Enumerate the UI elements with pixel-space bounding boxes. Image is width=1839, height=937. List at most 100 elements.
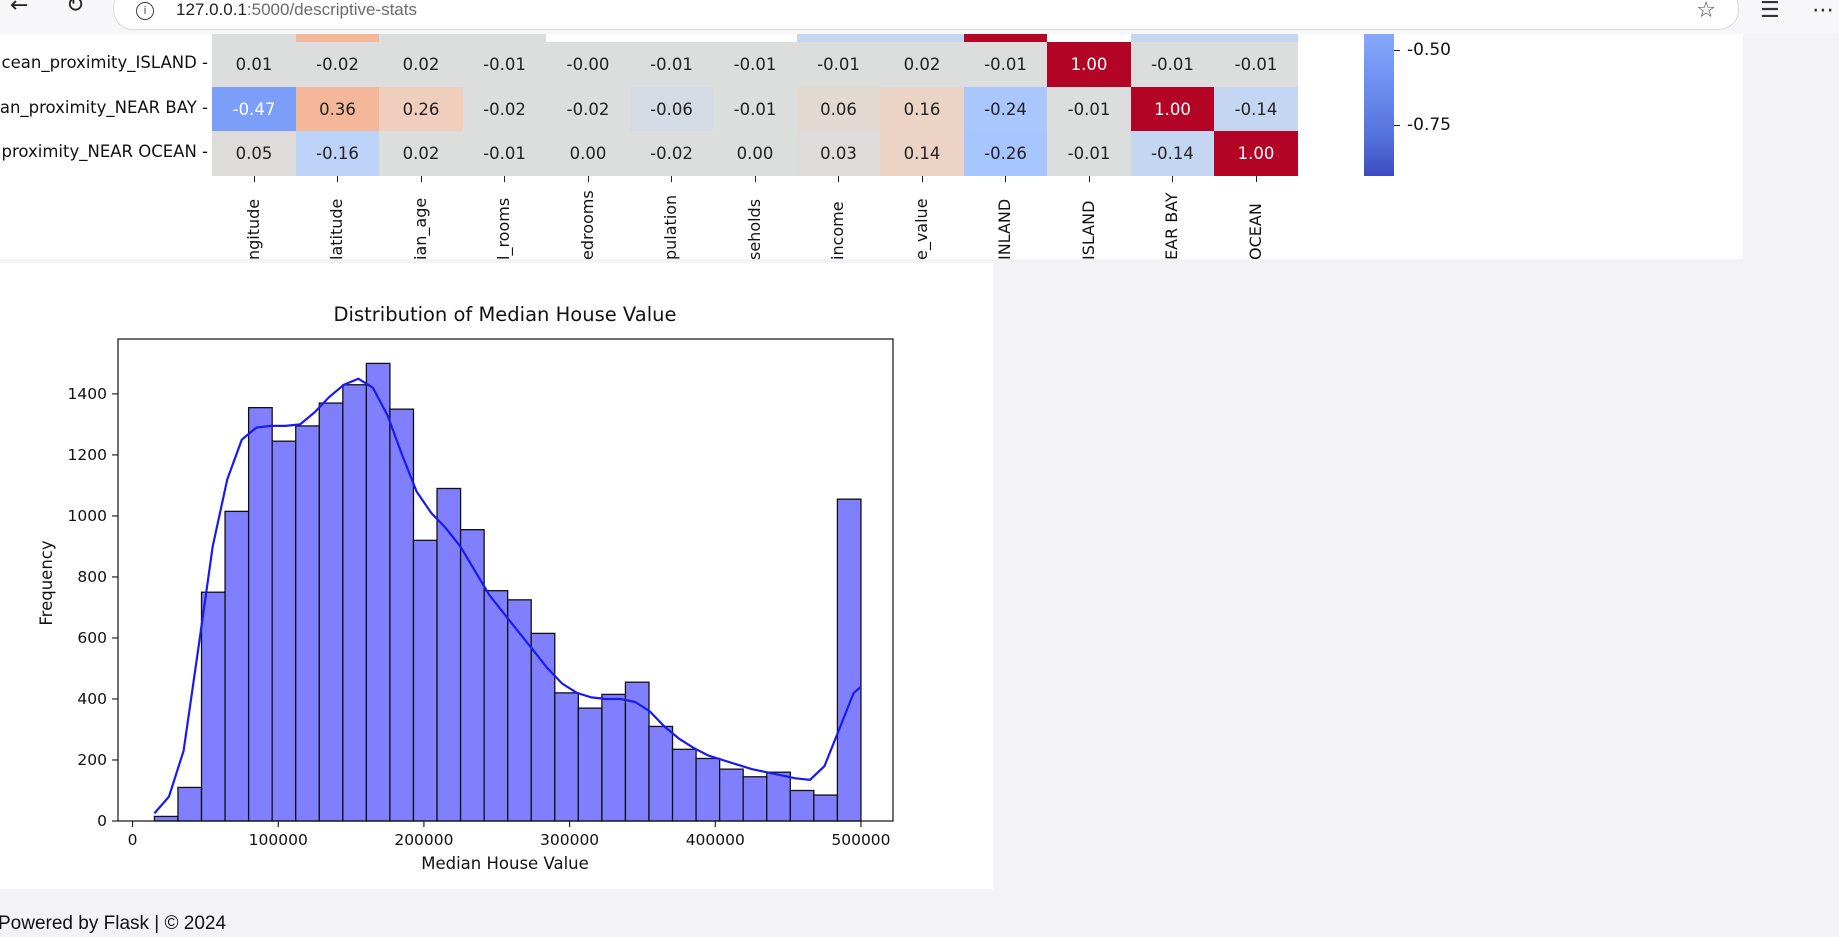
heatmap-x-tick — [587, 175, 589, 182]
heatmap-cell: -0.06 — [629, 86, 714, 132]
heatmap-colorbar — [1364, 34, 1394, 176]
x-tick-label: 300000 — [540, 831, 599, 849]
median-house-value-histogram: Distribution of Median House Value Media… — [37, 303, 894, 873]
colorbar-tick — [1394, 125, 1400, 126]
heatmap-cell: -0.01 — [1214, 42, 1298, 87]
histogram-bar — [577, 707, 603, 822]
x-tick-label: 0 — [128, 831, 138, 849]
heatmap-row-label: proximity_NEAR OCEAN - — [1, 142, 209, 161]
histogram-bar — [412, 539, 438, 822]
plot-frame — [117, 338, 894, 822]
heatmap-x-tick — [1255, 175, 1257, 182]
y-tick-label: 600 — [77, 629, 107, 647]
reload-icon[interactable]: ↻ — [66, 0, 85, 18]
heatmap-cell: 0.05 — [212, 131, 296, 176]
heatmap-row-label: cean_proximity_ISLAND - — [1, 53, 208, 72]
y-tick-label: 1400 — [68, 385, 107, 403]
x-axis-label: Median House Value — [421, 854, 589, 873]
heatmap-cell: 1.00 — [1130, 86, 1215, 132]
heatmap-x-tick — [504, 175, 506, 182]
histogram-bar — [766, 771, 791, 822]
heatmap-top-strip-cell — [1047, 34, 1131, 42]
back-arrow-icon[interactable]: ← — [10, 0, 29, 18]
histogram-bar — [718, 768, 744, 822]
heatmap-x-label: l_rooms — [494, 197, 514, 260]
heatmap-top-strip-cell — [1130, 34, 1215, 42]
histogram-bar — [365, 362, 391, 822]
heatmap-cell: 0.06 — [796, 86, 881, 132]
page-footer: Powered by Flask | © 2024 — [0, 913, 227, 934]
heatmap-cell: -0.14 — [1130, 131, 1215, 176]
heatmap-cell: -0.24 — [963, 86, 1048, 132]
heatmap-x-tick — [1172, 175, 1174, 182]
heatmap-cell: -0.00 — [546, 42, 630, 87]
site-info-icon[interactable]: i — [136, 2, 154, 20]
heatmap-x-tick — [671, 175, 673, 182]
heatmap-cell: -0.02 — [629, 131, 714, 176]
x-tick-label: 100000 — [249, 831, 308, 849]
heatmap-cell: 0.14 — [880, 131, 964, 176]
y-tick-label: 0 — [97, 812, 107, 830]
url-text[interactable]: 127.0.0.1:5000/descriptive-stats — [176, 0, 417, 20]
favorites-icon[interactable]: ☰ — [1760, 0, 1780, 23]
histogram-bar — [813, 794, 839, 822]
heatmap-top-strip-cell — [880, 34, 964, 42]
heatmap-x-tick — [754, 175, 756, 182]
histogram-bar — [459, 529, 485, 822]
x-tick-label: 200000 — [394, 831, 453, 849]
heatmap-x-tick — [337, 175, 339, 182]
heatmap-x-label: latitude — [327, 198, 347, 260]
heatmap-x-label: pulation — [661, 194, 681, 260]
histogram-panel: Distribution of Median House Value Media… — [0, 263, 993, 889]
heatmap-cell: -0.01 — [713, 42, 797, 87]
heatmap-cell: -0.01 — [462, 42, 547, 87]
heatmap-cell: -0.02 — [295, 42, 380, 87]
heatmap-cell: -0.01 — [713, 86, 797, 132]
more-options-icon[interactable]: ⋯ — [1812, 0, 1834, 23]
heatmap-cell: 1.00 — [1047, 42, 1131, 87]
heatmap-x-tick — [420, 175, 422, 182]
histogram-bar — [342, 384, 368, 822]
heatmap-cell: -0.16 — [295, 131, 380, 176]
histogram-bar — [836, 498, 862, 822]
heatmap-cell: -0.01 — [1130, 42, 1215, 87]
heatmap-cell: -0.01 — [963, 42, 1048, 87]
heatmap-x-label: edrooms — [577, 189, 597, 260]
heatmap-cell: -0.02 — [462, 86, 547, 132]
heatmap-cell: -0.01 — [1047, 131, 1131, 176]
heatmap-x-tick — [838, 175, 840, 182]
kde-line — [153, 377, 862, 815]
heatmap-x-label: EAR BAY — [1162, 191, 1182, 260]
histogram-bar — [295, 425, 320, 822]
heatmap-cell: 0.02 — [880, 42, 964, 87]
heatmap-cell: 0.02 — [379, 42, 463, 87]
histogram-bar — [483, 590, 509, 822]
heatmap-cell: -0.01 — [1047, 86, 1131, 132]
histogram-bar — [247, 406, 273, 822]
bookmark-star-icon[interactable]: ☆ — [1696, 0, 1716, 23]
heatmap-top-strip-cell — [212, 34, 296, 42]
histogram-bar — [671, 748, 697, 822]
address-bar[interactable]: i 127.0.0.1:5000/descriptive-stats ☆ — [113, 0, 1739, 30]
heatmap-cell: 0.26 — [379, 86, 463, 132]
heatmap-cell: 0.16 — [880, 86, 964, 132]
heatmap-top-strip-cell — [963, 34, 1048, 42]
heatmap-top-strip-cell — [379, 34, 463, 42]
heatmap-cell: 0.01 — [212, 42, 296, 87]
histogram-bar — [200, 591, 226, 822]
colorbar-tick-label: -0.75 — [1407, 115, 1451, 135]
y-tick-label: 1000 — [68, 507, 107, 525]
histogram-bar — [271, 440, 297, 822]
url-host: 127.0.0.1 — [176, 0, 247, 19]
chart-title: Distribution of Median House Value — [334, 303, 677, 326]
heatmap-top-strip-cell — [713, 34, 797, 42]
heatmap-x-tick — [921, 175, 923, 182]
heatmap-x-label: e_value — [911, 197, 931, 260]
heatmap-x-label: ian_age — [410, 197, 430, 260]
heatmap-cell: -0.01 — [629, 42, 714, 87]
heatmap-cell: 0.03 — [796, 131, 881, 176]
y-tick-label: 200 — [77, 751, 107, 769]
y-axis-label: Frequency — [37, 540, 56, 625]
histogram-bar — [436, 487, 462, 822]
colorbar-tick — [1394, 50, 1400, 51]
